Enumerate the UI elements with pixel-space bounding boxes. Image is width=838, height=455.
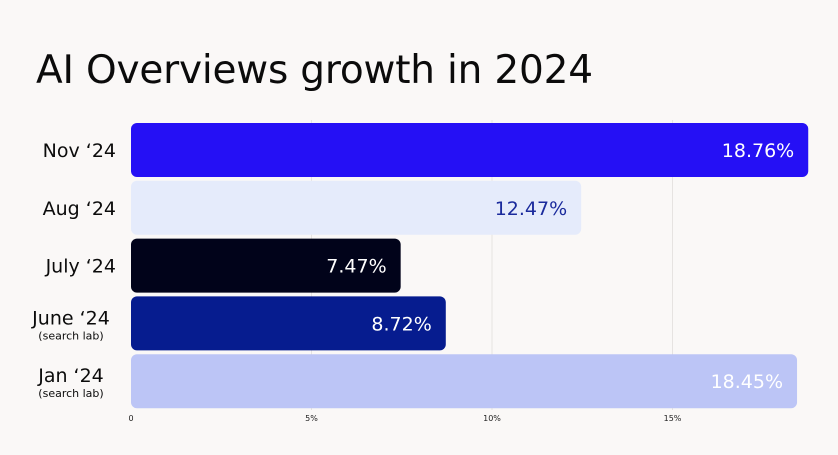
category-label: June ‘24 bbox=[31, 307, 110, 329]
bar bbox=[131, 238, 401, 293]
chart-title: AI Overviews growth in 2024 bbox=[36, 48, 593, 93]
x-tick-label: 15% bbox=[664, 414, 682, 423]
bar-value-label: 8.72% bbox=[371, 313, 431, 335]
category-label: Nov ‘24 bbox=[43, 140, 116, 162]
bar-value-label: 12.47% bbox=[495, 198, 567, 220]
bar-value-label: 18.45% bbox=[711, 371, 783, 393]
x-tick-label: 10% bbox=[483, 414, 501, 423]
category-sublabel: (search lab) bbox=[38, 387, 103, 400]
bar bbox=[131, 354, 798, 409]
bar bbox=[131, 180, 582, 235]
bar bbox=[131, 296, 446, 351]
bar-value-label: 18.76% bbox=[722, 140, 794, 162]
x-tick-label: 0 bbox=[128, 414, 133, 423]
category-label: Aug ‘24 bbox=[43, 198, 116, 220]
x-tick-label: 5% bbox=[305, 414, 318, 423]
category-label: Jan ‘24 bbox=[37, 365, 104, 387]
category-sublabel: (search lab) bbox=[38, 329, 103, 342]
bar bbox=[131, 123, 809, 177]
category-label: July ‘24 bbox=[45, 256, 116, 278]
bar-value-label: 7.47% bbox=[326, 256, 386, 278]
